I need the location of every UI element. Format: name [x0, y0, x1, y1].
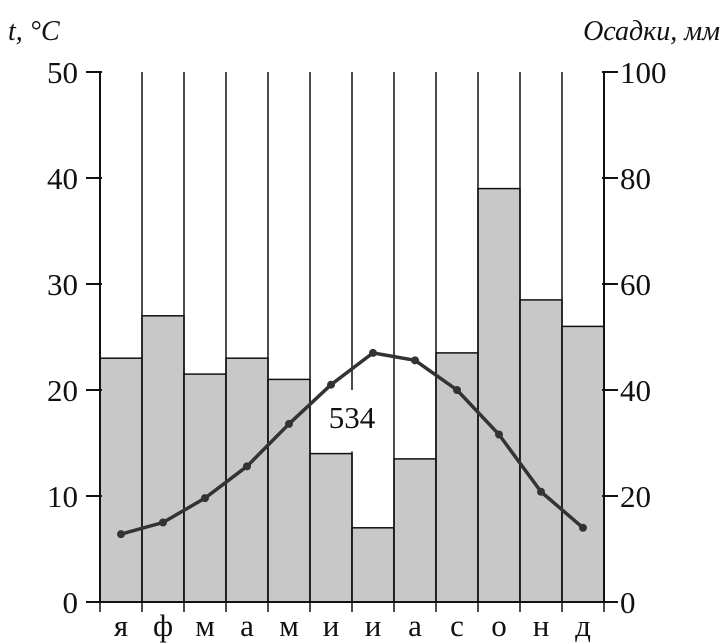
annotation-text: 534 [329, 400, 376, 435]
y-right-tick-label: 100 [620, 55, 667, 90]
month-label: н [533, 608, 550, 643]
month-gridlines [141, 72, 563, 602]
annotation: 534 [312, 390, 392, 452]
month-label: д [575, 608, 591, 643]
y-right-tick-label: 40 [620, 373, 651, 408]
precipitation-bar [561, 325, 605, 603]
temperature-point [537, 487, 545, 496]
y-left-axis-title: t, °C [8, 16, 60, 47]
y-right-axis-title: Осадки, мм [583, 16, 720, 47]
temperature-point [243, 462, 251, 471]
month-label: ф [153, 608, 173, 643]
temperature-series-line [120, 351, 585, 536]
precipitation-bar [309, 452, 353, 603]
precipitation-bar [351, 527, 395, 603]
month-label: а [240, 608, 254, 643]
temperature-point [495, 430, 503, 439]
y-left-tick-label: 20 [47, 373, 78, 408]
precipitation-bar [477, 187, 521, 603]
month-label: о [491, 608, 507, 643]
precipitation-bar [393, 458, 437, 603]
temperature-point [327, 380, 335, 389]
temperature-point [453, 386, 461, 394]
y-left-tick-label: 0 [63, 585, 79, 620]
precipitation-bar [225, 357, 269, 603]
y-right-tick-label: 0 [620, 585, 636, 620]
temperature-point [411, 356, 419, 365]
temperature-point [159, 518, 167, 527]
y-left-tick-label: 50 [47, 55, 78, 90]
y-right-tick-label: 20 [620, 479, 651, 514]
temperature-point [369, 348, 377, 357]
month-label: м [195, 608, 215, 643]
right-axis-ticks: 0 20 40 60 80 100 [602, 55, 667, 620]
y-right-tick-label: 60 [620, 267, 651, 302]
y-right-tick-label: 80 [620, 161, 651, 196]
precipitation-bar [267, 378, 311, 603]
y-left-tick-label: 40 [47, 161, 78, 196]
precipitation-bar [99, 357, 143, 603]
temperature-point [201, 494, 209, 503]
month-label: а [408, 608, 422, 643]
month-label: м [279, 608, 299, 643]
month-label: с [450, 608, 464, 643]
temperature-point [579, 523, 587, 532]
temperature-point [117, 530, 125, 539]
precipitation-bar [519, 299, 563, 603]
annotation-box [312, 390, 392, 452]
temperature-line [117, 348, 587, 539]
month-label: и [323, 608, 340, 643]
y-left-tick-label: 10 [47, 479, 78, 514]
y-left-tick-label: 30 [47, 267, 78, 302]
month-label: я [114, 608, 128, 643]
month-label: и [365, 608, 382, 643]
temperature-point [285, 419, 293, 428]
precipitation-bar [141, 315, 185, 603]
left-axis-ticks: 0 10 20 30 40 50 [47, 55, 102, 620]
